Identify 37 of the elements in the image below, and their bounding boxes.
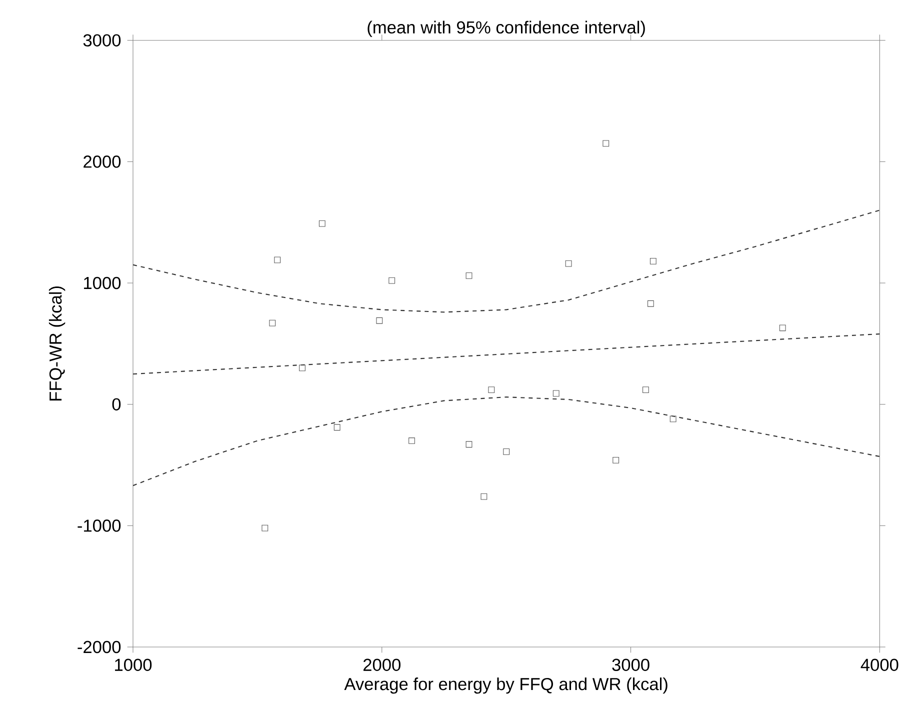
y-tick-label: 3000 <box>83 34 121 46</box>
point <box>334 424 340 431</box>
y-tick-label: 0 <box>112 398 121 410</box>
point <box>642 386 649 393</box>
point <box>318 220 326 227</box>
y-axis-title: FFQ-WR (kcal) <box>48 286 66 400</box>
point <box>408 438 415 444</box>
x-tick-label: 2000 <box>363 658 400 672</box>
x-tick-label: 1000 <box>115 658 152 672</box>
line-series <box>133 210 880 313</box>
point <box>503 448 510 455</box>
x-axis-title: Average for energy by FFQ and WR (kcal) <box>344 677 668 694</box>
y-tick-label: -1000 <box>78 520 121 532</box>
point <box>388 277 396 284</box>
point <box>466 272 472 279</box>
point <box>552 390 560 397</box>
point <box>602 140 610 147</box>
y-tick-label: 1000 <box>84 276 121 290</box>
x-tick-label: 3000 <box>612 658 650 672</box>
point <box>262 524 268 532</box>
point <box>670 416 676 422</box>
y-tick-label: -2000 <box>78 640 121 654</box>
point <box>480 493 488 500</box>
point <box>376 317 383 324</box>
point <box>612 456 620 464</box>
y-tick-label: 2000 <box>84 156 121 168</box>
point <box>274 256 281 264</box>
point <box>269 320 276 326</box>
point <box>488 386 495 393</box>
chart-title: (mean with 95% confidence interval) <box>368 20 645 37</box>
point <box>299 364 306 372</box>
point <box>647 300 654 307</box>
point <box>650 258 656 264</box>
point <box>565 260 572 267</box>
point <box>779 324 786 332</box>
x-tick-label: 4000 <box>860 658 898 672</box>
point <box>466 441 472 448</box>
